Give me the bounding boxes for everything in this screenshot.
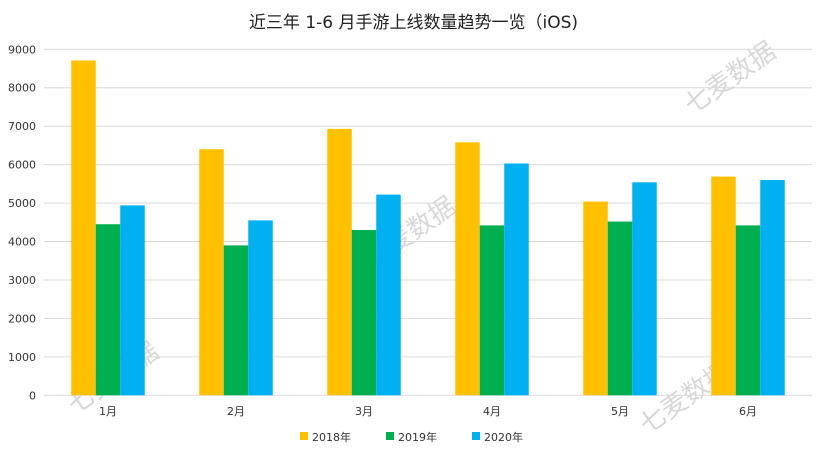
x-tick-label: 6月 [739, 405, 757, 418]
y-tick-label: 8000 [8, 82, 36, 95]
bar-2019年-6月 [735, 225, 761, 396]
bar-2020年-6月 [760, 180, 785, 396]
bar-2018年-3月 [327, 128, 352, 396]
y-tick-label: 7000 [8, 120, 36, 133]
bar-2019年-5月 [607, 221, 633, 396]
x-tick-label: 3月 [355, 405, 373, 418]
y-tick-label: 6000 [8, 159, 36, 172]
x-tick-label: 4月 [483, 405, 501, 418]
bar-2020年-1月 [120, 205, 145, 396]
y-tick-label: 4000 [8, 236, 36, 249]
bar-2019年-4月 [479, 225, 505, 396]
legend-swatch [472, 432, 480, 440]
bar-2018年-1月 [71, 60, 96, 396]
bar-2020年-5月 [632, 182, 657, 396]
bar-2019年-3月 [351, 229, 377, 396]
bar-2020年-3月 [376, 194, 401, 396]
legend-label: 2018年 [312, 430, 351, 444]
bar-2020年-4月 [504, 163, 529, 396]
y-tick-label: 2000 [8, 312, 36, 325]
x-tick-label: 1月 [99, 405, 117, 418]
bar-2018年-5月 [583, 201, 608, 396]
legend-swatch [386, 432, 394, 440]
y-tick-label: 1000 [8, 351, 36, 364]
y-tick-label: 5000 [8, 197, 36, 210]
y-tick-label: 9000 [8, 43, 36, 56]
y-tick-label: 0 [29, 389, 36, 402]
x-tick-label: 5月 [611, 405, 629, 418]
bar-2019年-2月 [223, 245, 249, 396]
legend-label: 2020年 [484, 430, 523, 444]
chart-title: 近三年 1-6 月手游上线数量趋势一览（iOS) [248, 13, 579, 33]
bar-2019年-1月 [95, 224, 121, 396]
bar-2018年-2月 [199, 149, 224, 396]
legend-swatch [300, 432, 308, 440]
bar-2020年-2月 [248, 220, 273, 396]
bar-2018年-4月 [455, 142, 480, 396]
bar-2018年-6月 [711, 176, 736, 396]
legend-label: 2019年 [398, 430, 437, 444]
x-tick-label: 2月 [227, 405, 245, 418]
y-tick-label: 3000 [8, 274, 36, 287]
